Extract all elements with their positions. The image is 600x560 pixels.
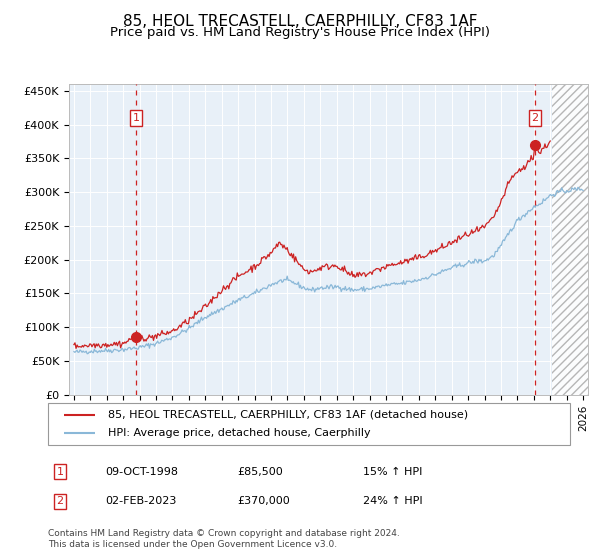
Text: Price paid vs. HM Land Registry's House Price Index (HPI): Price paid vs. HM Land Registry's House … — [110, 26, 490, 39]
Text: 1: 1 — [133, 113, 139, 123]
Text: £85,500: £85,500 — [237, 466, 283, 477]
Text: 09-OCT-1998: 09-OCT-1998 — [105, 466, 178, 477]
Text: £370,000: £370,000 — [237, 496, 290, 506]
Text: 02-FEB-2023: 02-FEB-2023 — [105, 496, 176, 506]
Text: 85, HEOL TRECASTELL, CAERPHILLY, CF83 1AF (detached house): 85, HEOL TRECASTELL, CAERPHILLY, CF83 1A… — [108, 409, 468, 419]
Text: HPI: Average price, detached house, Caerphilly: HPI: Average price, detached house, Caer… — [108, 428, 371, 438]
Text: 1: 1 — [56, 466, 64, 477]
Bar — [551, 84, 588, 395]
Text: Contains HM Land Registry data © Crown copyright and database right 2024.
This d: Contains HM Land Registry data © Crown c… — [48, 529, 400, 549]
Text: 2: 2 — [532, 113, 539, 123]
Text: 15% ↑ HPI: 15% ↑ HPI — [363, 466, 422, 477]
Text: 24% ↑ HPI: 24% ↑ HPI — [363, 496, 422, 506]
Text: 85, HEOL TRECASTELL, CAERPHILLY, CF83 1AF: 85, HEOL TRECASTELL, CAERPHILLY, CF83 1A… — [123, 14, 477, 29]
Text: 2: 2 — [56, 496, 64, 506]
